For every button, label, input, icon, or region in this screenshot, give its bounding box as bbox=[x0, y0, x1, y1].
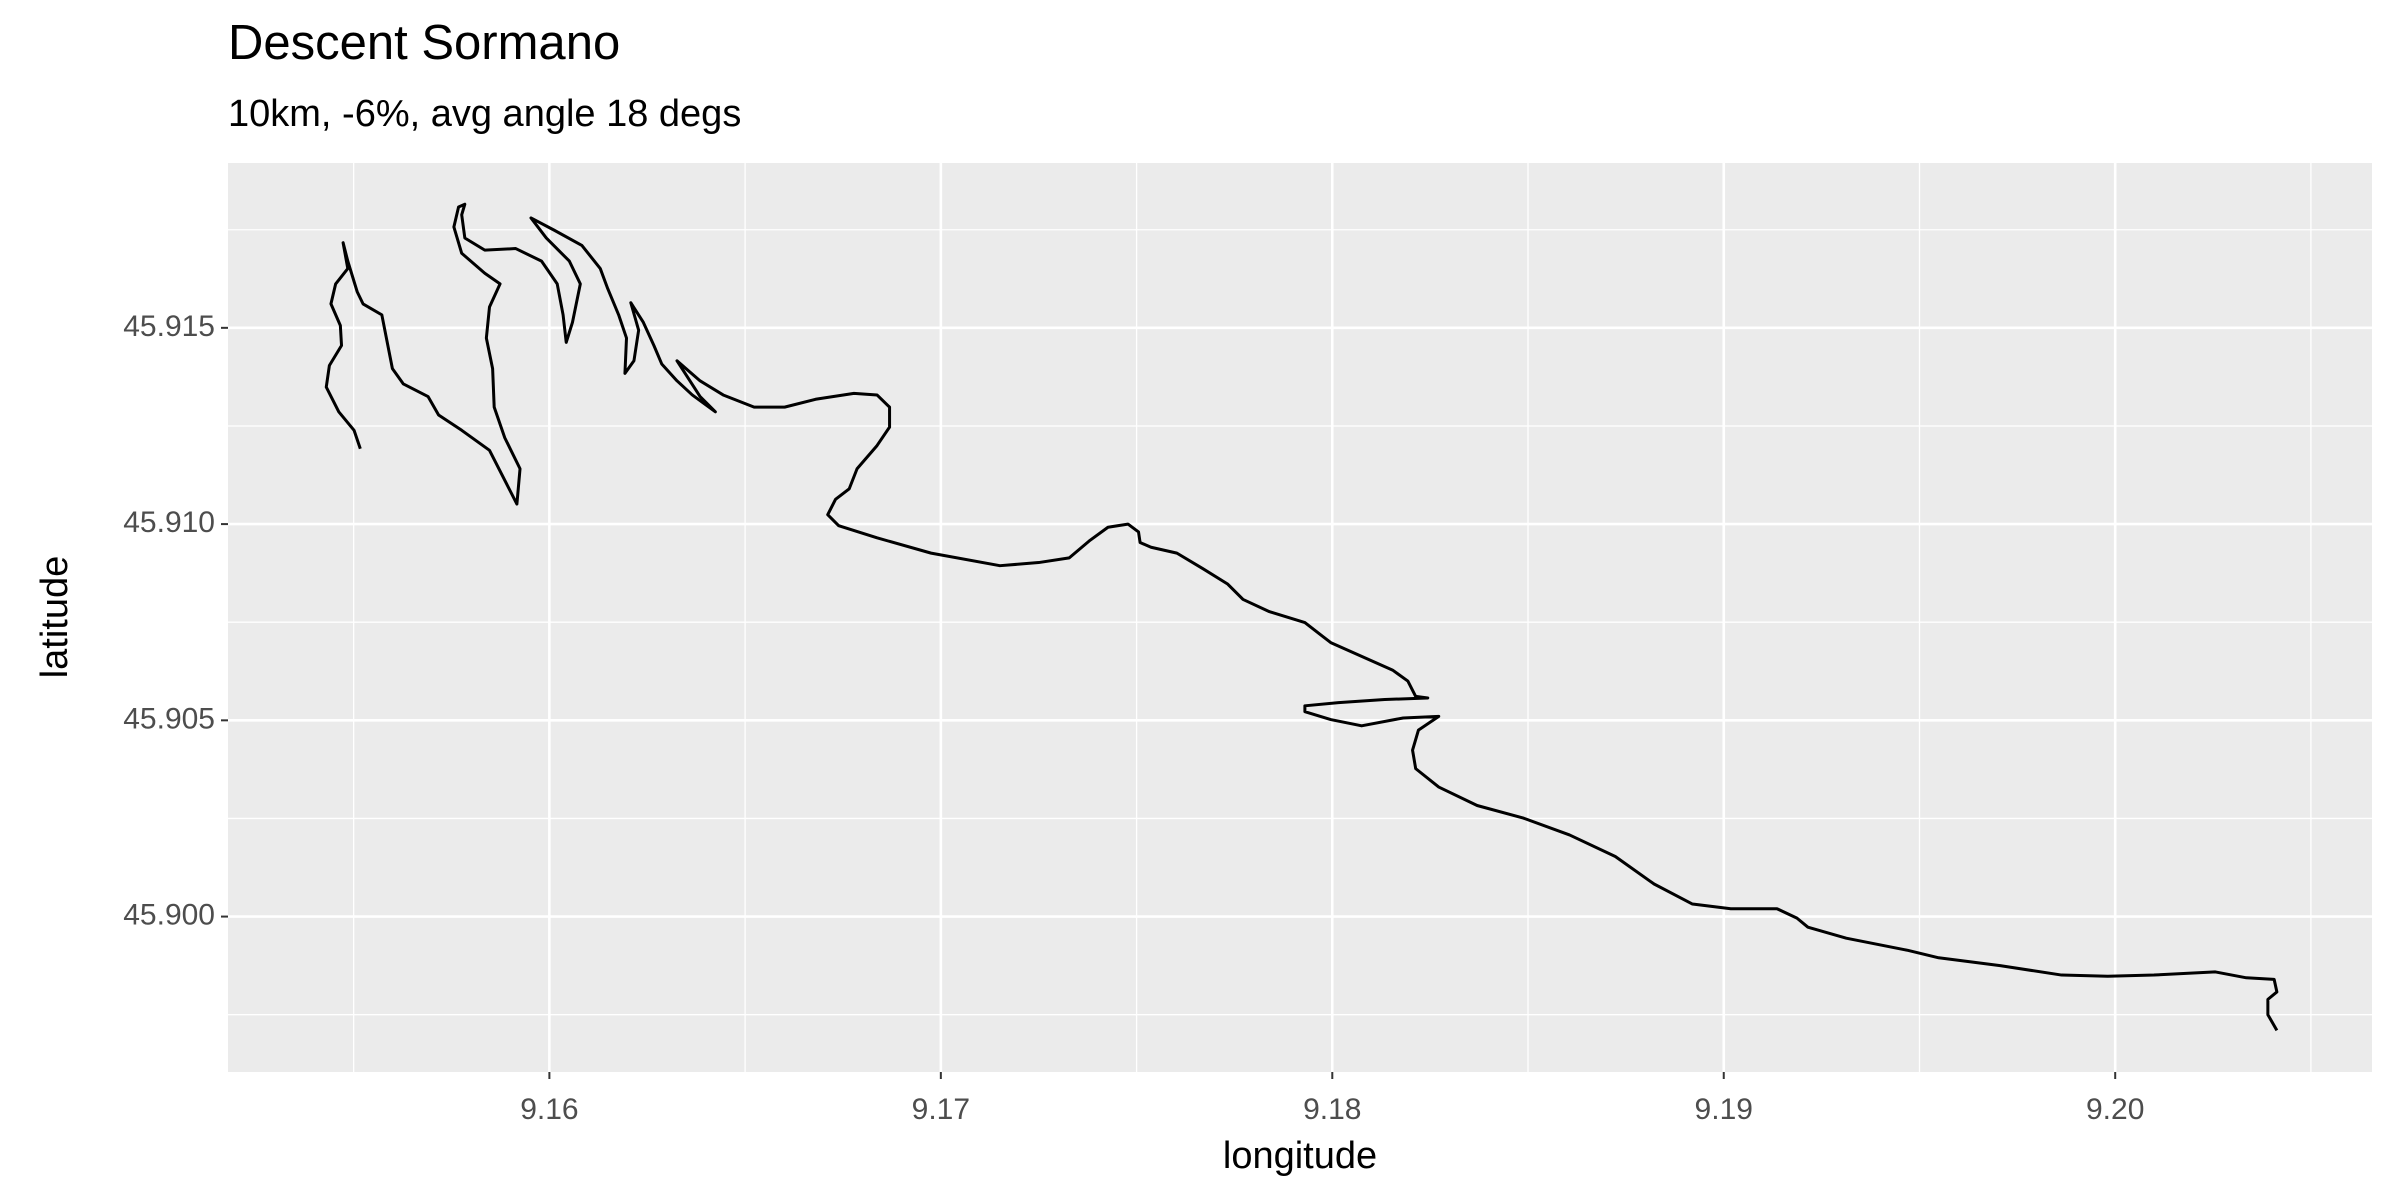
plot-panel bbox=[228, 163, 2372, 1072]
x-tick-label: 9.17 bbox=[912, 1093, 970, 1126]
y-tick-label: 45.900 bbox=[123, 898, 215, 931]
y-axis-title: latitude bbox=[34, 556, 76, 679]
x-tick-label: 9.20 bbox=[2086, 1093, 2144, 1126]
route-line bbox=[324, 202, 2279, 1032]
x-tick-label: 9.18 bbox=[1303, 1093, 1361, 1126]
y-tick-label: 45.915 bbox=[123, 310, 215, 343]
y-tick-label: 45.910 bbox=[123, 506, 215, 539]
x-tick-label: 9.16 bbox=[520, 1093, 578, 1126]
y-tick-label: 45.905 bbox=[123, 702, 215, 735]
x-tick-label: 9.19 bbox=[1695, 1093, 1753, 1126]
chart-subtitle: 10km, -6%, avg angle 18 degs bbox=[228, 93, 741, 135]
chart-title: Descent Sormano bbox=[228, 16, 620, 70]
x-axis-title: longitude bbox=[1223, 1135, 1377, 1177]
